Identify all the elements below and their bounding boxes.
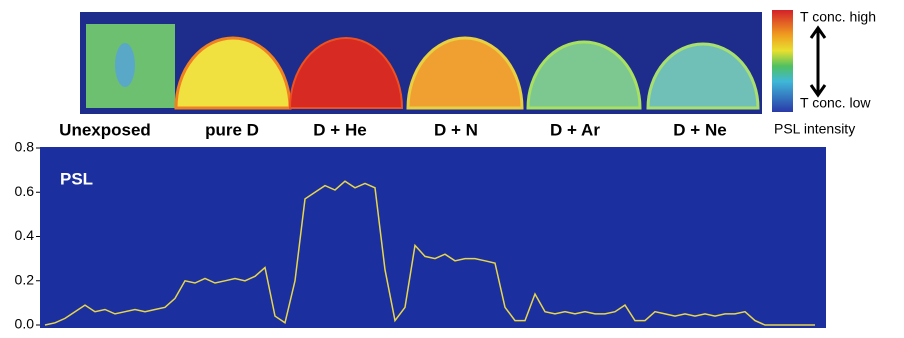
y-tick-label: 0.8 (15, 139, 35, 155)
sample-label: D + He (313, 120, 366, 139)
colorbar-low: T conc. low (800, 95, 871, 111)
sample-label: pure D (205, 120, 259, 139)
plot-area (40, 147, 826, 328)
colorbar (772, 10, 793, 112)
y-tick-label: 0.0 (15, 316, 35, 332)
colorbar-high: T conc. high (800, 9, 876, 25)
sample-label: D + Ar (550, 120, 600, 139)
annotation: PSL (60, 169, 93, 188)
y-tick-label: 0.4 (15, 227, 35, 243)
figure: T conc. high T conc. low PSL intensity U… (0, 0, 904, 333)
colorbar-label: PSL intensity (774, 121, 855, 137)
y-tick-label: 0.6 (15, 183, 35, 199)
sample-spot (115, 43, 135, 87)
y-tick-label: 0.2 (15, 271, 35, 287)
arrow (811, 28, 825, 95)
sample-label: Unexposed (59, 120, 151, 139)
sample-label: D + Ne (673, 120, 726, 139)
sample-label: D + N (434, 120, 478, 139)
